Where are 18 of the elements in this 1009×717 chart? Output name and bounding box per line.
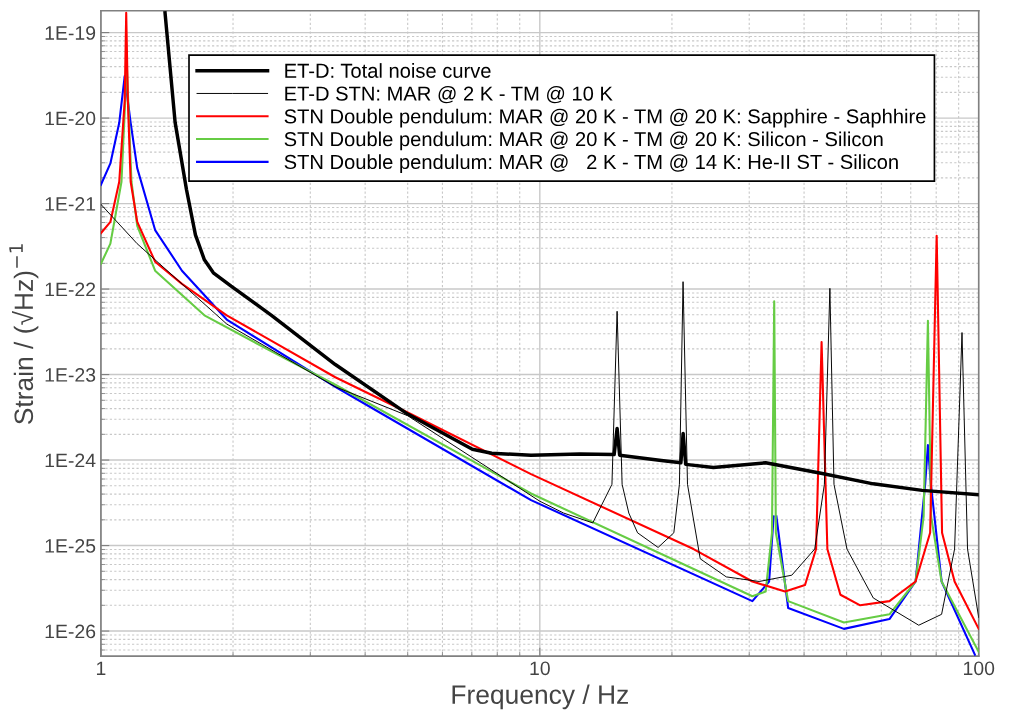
y-tick-label: 1E-25 xyxy=(45,539,96,553)
x-tick-label: 100 xyxy=(963,661,995,676)
y-tick-label: 1E-20 xyxy=(45,111,96,126)
x-tick-label: 10 xyxy=(530,661,550,676)
legend-label: ET-D STN: MAR @ 2 K - TM @ 10 K xyxy=(285,85,613,104)
y-tick-label: 1E-22 xyxy=(45,282,96,297)
legend-label: STN Double pendulum: MAR @ 20 K - TM @ 20 K: Silicon - Silicon xyxy=(284,131,883,151)
y-tick-label: 1E-23 xyxy=(45,368,96,382)
y-tick-label: 1E-19 xyxy=(45,26,96,40)
y-tick-label: 1E-21 xyxy=(45,197,96,211)
x-axis-title: Frequency / Hz xyxy=(452,684,628,710)
legend-label: STN Double pendulum: MAR @ 2 K - TM @ 14 K: He-II ST - Silicon xyxy=(284,154,898,174)
x-tick-label: 1 xyxy=(96,661,106,676)
legend-label: ET-D: Total noise curve xyxy=(285,63,491,78)
y-tick-label: 1E-26 xyxy=(45,624,96,639)
legend-label: STN Double pendulum: MAR @ 20 K - TM @ 20 K: Sapphire - Saphhire xyxy=(284,108,926,128)
y-axis-title: Strain / (√Hz)$^{−1}$ xyxy=(9,244,39,425)
y-tick-label: 1E-24 xyxy=(45,453,96,468)
